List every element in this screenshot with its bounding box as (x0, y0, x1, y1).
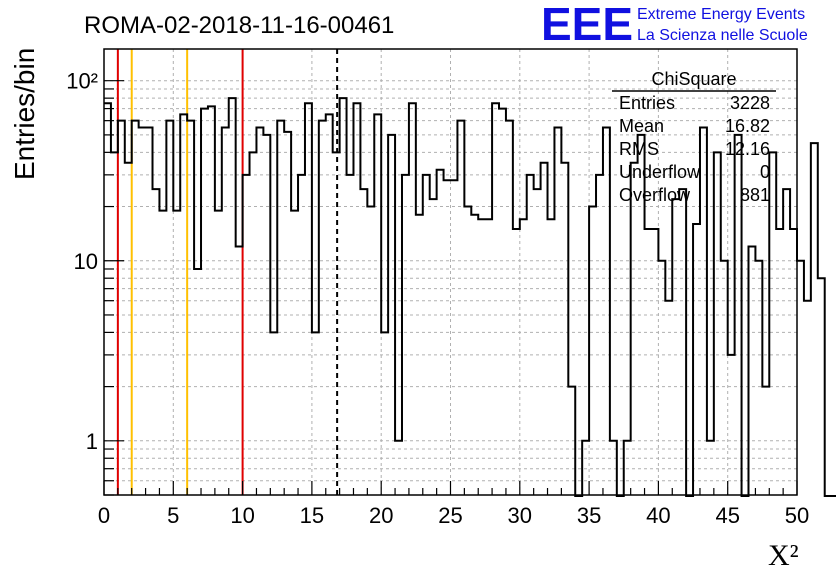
x-tick-labels: 0 5 10 15 20 25 30 35 40 45 50 (98, 503, 809, 528)
x-tick-label: 50 (785, 503, 809, 528)
stats-value: 881 (740, 185, 770, 205)
stats-label: RMS (619, 139, 659, 159)
x-tick-label: 25 (438, 503, 462, 528)
logo-line-2: La Scienza nelle Scuole (637, 27, 808, 44)
stats-value: 12.16 (725, 139, 770, 159)
x-tick-label: 10 (230, 503, 254, 528)
x-axis-title: X² (768, 539, 799, 572)
stats-value: 3228 (730, 93, 770, 113)
histogram-series (104, 97, 836, 497)
y-tick-label: 1 (86, 429, 98, 454)
stats-box: ChiSquare Entries 3228 Mean 16.82 RMS 12.16 Un… (612, 69, 776, 205)
stats-label: Underflow (619, 162, 701, 182)
chart-title: ROMA-02-2018-11-16-00461 (84, 12, 394, 39)
stats-value: 16.82 (725, 116, 770, 136)
y-axis-title: Entries/bin (9, 48, 40, 180)
y-tick-labels: 1 10 10² (66, 69, 98, 454)
grid-lines (104, 49, 797, 495)
x-tick-label: 5 (167, 503, 179, 528)
x-tick-label: 35 (577, 503, 601, 528)
stats-label: Overflow (619, 185, 691, 205)
stats-name: ChiSquare (651, 69, 736, 89)
stats-label: Entries (619, 93, 675, 113)
stats-value: 0 (760, 162, 770, 182)
x-tick-label: 0 (98, 503, 110, 528)
y-tick-label: 10² (66, 69, 98, 94)
stats-label: Mean (619, 116, 664, 136)
x-tick-label: 45 (715, 503, 739, 528)
y-tick-label: 10 (74, 249, 98, 274)
x-tick-label: 30 (508, 503, 532, 528)
stats-rows: Entries 3228 Mean 16.82 RMS 12.16 Underflow 0 Ov… (619, 93, 770, 205)
eee-logo: EEE Extreme Energy Events La Scienza nel… (541, 0, 808, 50)
x-tick-label: 20 (369, 503, 393, 528)
axis-ticks (103, 80, 798, 496)
x-tick-label: 40 (646, 503, 670, 528)
x-tick-label: 15 (300, 503, 324, 528)
logo-line-1: Extreme Energy Events (637, 6, 805, 23)
logo-acronym: EEE (541, 0, 633, 50)
